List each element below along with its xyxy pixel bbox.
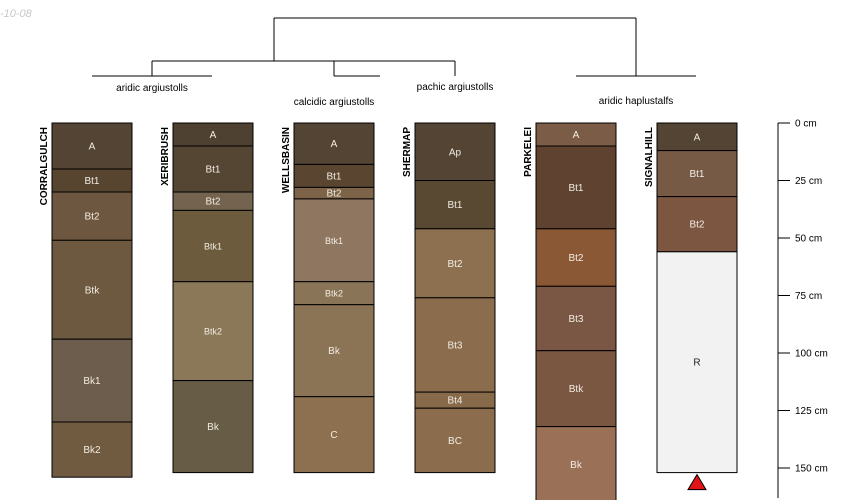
profile-label-wellsbasin: WELLSBASIN [281,127,292,193]
horizon-label-corralgulch-btk: Btk [85,285,100,296]
depth-tick-label-100: 100 cm [795,349,828,360]
horizon-corralgulch-bt2 [51,191,133,241]
horizon-signalhill-a [656,122,738,152]
horizon-label-xeribrush-bt1: Bt1 [205,165,220,176]
profile-label-signalhill: SIGNALHILL [644,127,655,187]
timestamp-label: -10-08 [0,8,32,20]
horizon-label-parkelei-bt3: Bt3 [568,314,583,325]
horizon-wellsbasin-a [293,122,375,165]
horizon-label-parkelei-bt1: Bt1 [568,183,583,194]
horizon-label-signalhill-r: R [693,358,700,369]
group-label-pachic-argiustolls: pachic argiustolls [417,82,494,93]
horizon-label-signalhill-bt2: Bt2 [689,220,704,231]
profile-label-xeribrush: XERIBRUSH [160,127,171,186]
marker-signalhill [687,473,707,491]
horizon-label-signalhill-a: A [694,132,701,143]
horizon-label-shermap-bt3: Bt3 [447,340,462,351]
horizon-signalhill-bt2 [656,196,738,253]
horizon-label-corralgulch-bt1: Bt1 [84,176,99,187]
depth-tick-label-0: 0 cm [795,119,817,130]
horizon-label-wellsbasin-btk1: Btk1 [325,236,343,246]
depth-tick-label-150: 150 cm [795,464,828,475]
horizon-label-corralgulch-bk2: Bk2 [83,445,101,456]
horizon-label-wellsbasin-bt1: Bt1 [326,171,341,182]
profile-label-parkelei: PARKELEI [523,127,534,177]
horizon-parkelei-bt1 [535,145,617,230]
horizon-shermap-bt1 [414,180,496,230]
depth-tick-label-50: 50 cm [795,234,822,245]
horizon-label-parkelei-a: A [573,130,580,141]
horizon-label-corralgulch-bk1: Bk1 [83,376,101,387]
horizon-label-corralgulch-a: A [89,142,96,153]
group-label-calcidic-argiustolls: calcidic argiustolls [294,97,375,108]
horizon-label-shermap-bt2: Bt2 [447,259,462,270]
profile-label-corralgulch: CORRALGULCH [39,127,50,205]
horizon-label-xeribrush-a: A [210,130,217,141]
horizon-wellsbasin-c [293,396,375,474]
horizon-label-wellsbasin-bk: Bk [328,346,341,357]
horizon-label-wellsbasin-btk2: Btk2 [325,289,343,299]
horizon-label-parkelei-bt2: Bt2 [568,253,583,264]
profile-label-shermap: SHERMAP [402,127,413,177]
horizon-corralgulch-bk2 [51,421,133,478]
horizon-label-parkelei-btk: Btk [569,384,584,395]
horizon-label-shermap-bt4: Bt4 [447,396,462,407]
horizon-label-wellsbasin-bt2: Bt2 [326,189,341,200]
group-label-aridic-haplustalfs: aridic haplustalfs [599,96,673,107]
horizon-wellsbasin-btk1 [293,198,375,283]
horizon-xeribrush-btk2 [172,281,254,382]
horizon-label-xeribrush-bk: Bk [207,422,220,433]
depth-tick-label-125: 125 cm [795,406,828,417]
horizon-corralgulch-a [51,122,133,170]
horizon-signalhill-r [656,251,738,474]
horizon-label-corralgulch-bt2: Bt2 [84,212,99,223]
horizon-label-wellsbasin-c: C [330,430,337,441]
horizon-label-xeribrush-bt2: Bt2 [205,197,220,208]
horizon-shermap-ap [414,122,496,181]
horizon-label-wellsbasin-a: A [331,139,338,150]
horizon-label-xeribrush-btk1: Btk1 [204,242,222,252]
depth-tick-label-25: 25 cm [795,176,822,187]
group-label-aridic-argiustolls: aridic argiustolls [116,83,188,94]
horizon-shermap-bc [414,407,496,474]
horizon-label-shermap-bt1: Bt1 [447,200,462,211]
horizon-label-xeribrush-btk2: Btk2 [204,327,222,337]
horizon-label-shermap-ap: Ap [449,147,462,158]
horizon-signalhill-bt1 [656,150,738,198]
horizon-label-shermap-bc: BC [448,436,462,447]
horizon-xeribrush-bk [172,380,254,474]
depth-tick-label-75: 75 cm [795,291,822,302]
horizon-parkelei-bk [535,426,617,500]
horizon-label-signalhill-bt1: Bt1 [689,169,704,180]
horizon-label-parkelei-bk: Bk [570,460,583,471]
